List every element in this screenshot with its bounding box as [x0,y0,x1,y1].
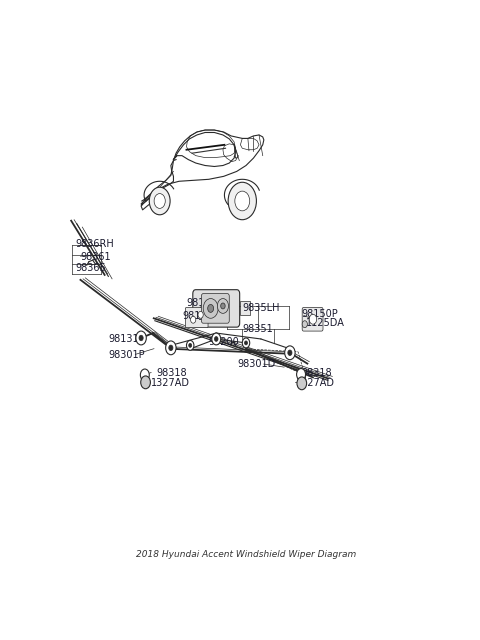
Circle shape [136,331,146,345]
FancyBboxPatch shape [202,294,229,323]
Circle shape [189,344,192,348]
Circle shape [217,298,228,314]
Circle shape [139,335,143,340]
Circle shape [191,316,196,323]
Circle shape [169,345,173,351]
Text: 98351: 98351 [242,324,273,334]
FancyBboxPatch shape [240,301,251,316]
Circle shape [208,305,214,312]
Circle shape [212,333,221,345]
Text: 98318: 98318 [156,369,187,378]
Circle shape [309,314,317,324]
Circle shape [186,340,194,350]
Circle shape [302,321,307,328]
Text: 98361: 98361 [81,252,111,262]
Text: 9836RH: 9836RH [75,239,114,250]
Circle shape [140,369,149,381]
Circle shape [285,346,295,360]
Text: 9835LH: 9835LH [242,303,280,314]
Text: 98365: 98365 [75,262,106,273]
Text: 98131C: 98131C [108,334,146,344]
FancyBboxPatch shape [193,290,240,327]
Circle shape [297,377,307,390]
Circle shape [141,376,150,388]
Circle shape [215,337,218,341]
Circle shape [221,303,225,309]
Circle shape [288,350,292,356]
FancyBboxPatch shape [302,307,323,331]
Text: 98150P: 98150P [301,309,338,319]
Text: 98200: 98200 [208,337,239,347]
Circle shape [154,193,165,209]
Text: 1327AD: 1327AD [296,378,335,388]
Circle shape [297,369,306,380]
Circle shape [298,371,306,381]
Text: 2018 Hyundai Accent Windshield Wiper Diagram: 2018 Hyundai Accent Windshield Wiper Dia… [136,550,356,559]
Text: 98100: 98100 [186,298,217,308]
Circle shape [244,341,248,345]
Text: 98160C: 98160C [183,311,220,321]
Text: 1125DA: 1125DA [305,318,344,328]
Text: 98301D: 98301D [238,358,276,369]
Text: 98355: 98355 [198,312,228,323]
Circle shape [203,298,218,318]
FancyBboxPatch shape [185,307,208,328]
Text: 98318: 98318 [301,369,332,378]
Text: 98301P: 98301P [108,350,145,360]
Circle shape [242,338,250,348]
Circle shape [149,187,170,215]
Text: 1327AD: 1327AD [151,378,190,388]
Circle shape [166,341,176,355]
Circle shape [198,312,203,318]
Circle shape [228,182,256,220]
Circle shape [235,191,250,211]
